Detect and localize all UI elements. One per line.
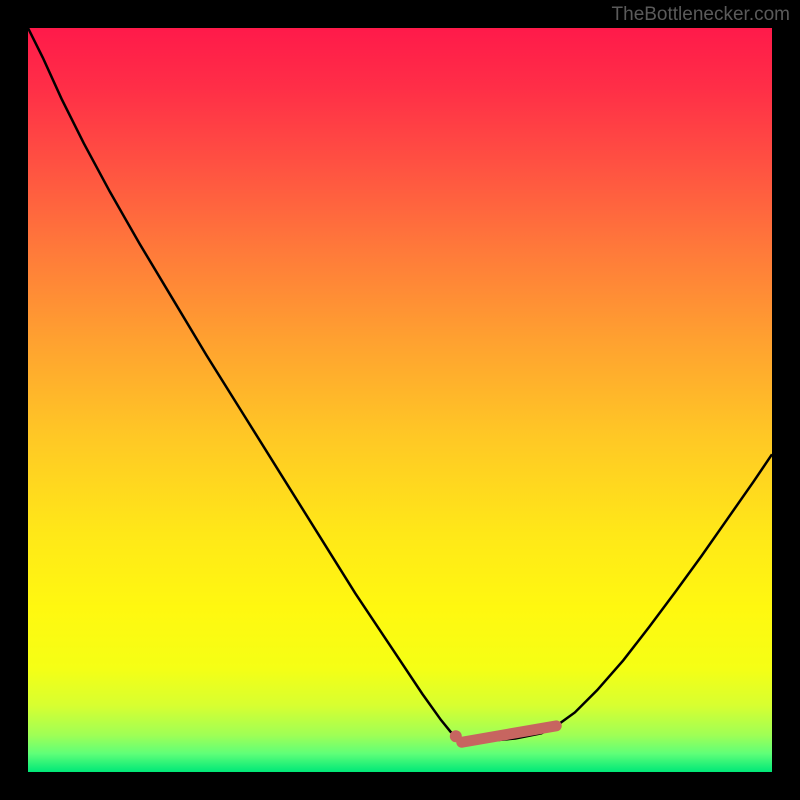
bottleneck-curve	[28, 28, 772, 772]
watermark-text: TheBottlenecker.com	[612, 4, 790, 26]
chart-area	[28, 28, 772, 772]
